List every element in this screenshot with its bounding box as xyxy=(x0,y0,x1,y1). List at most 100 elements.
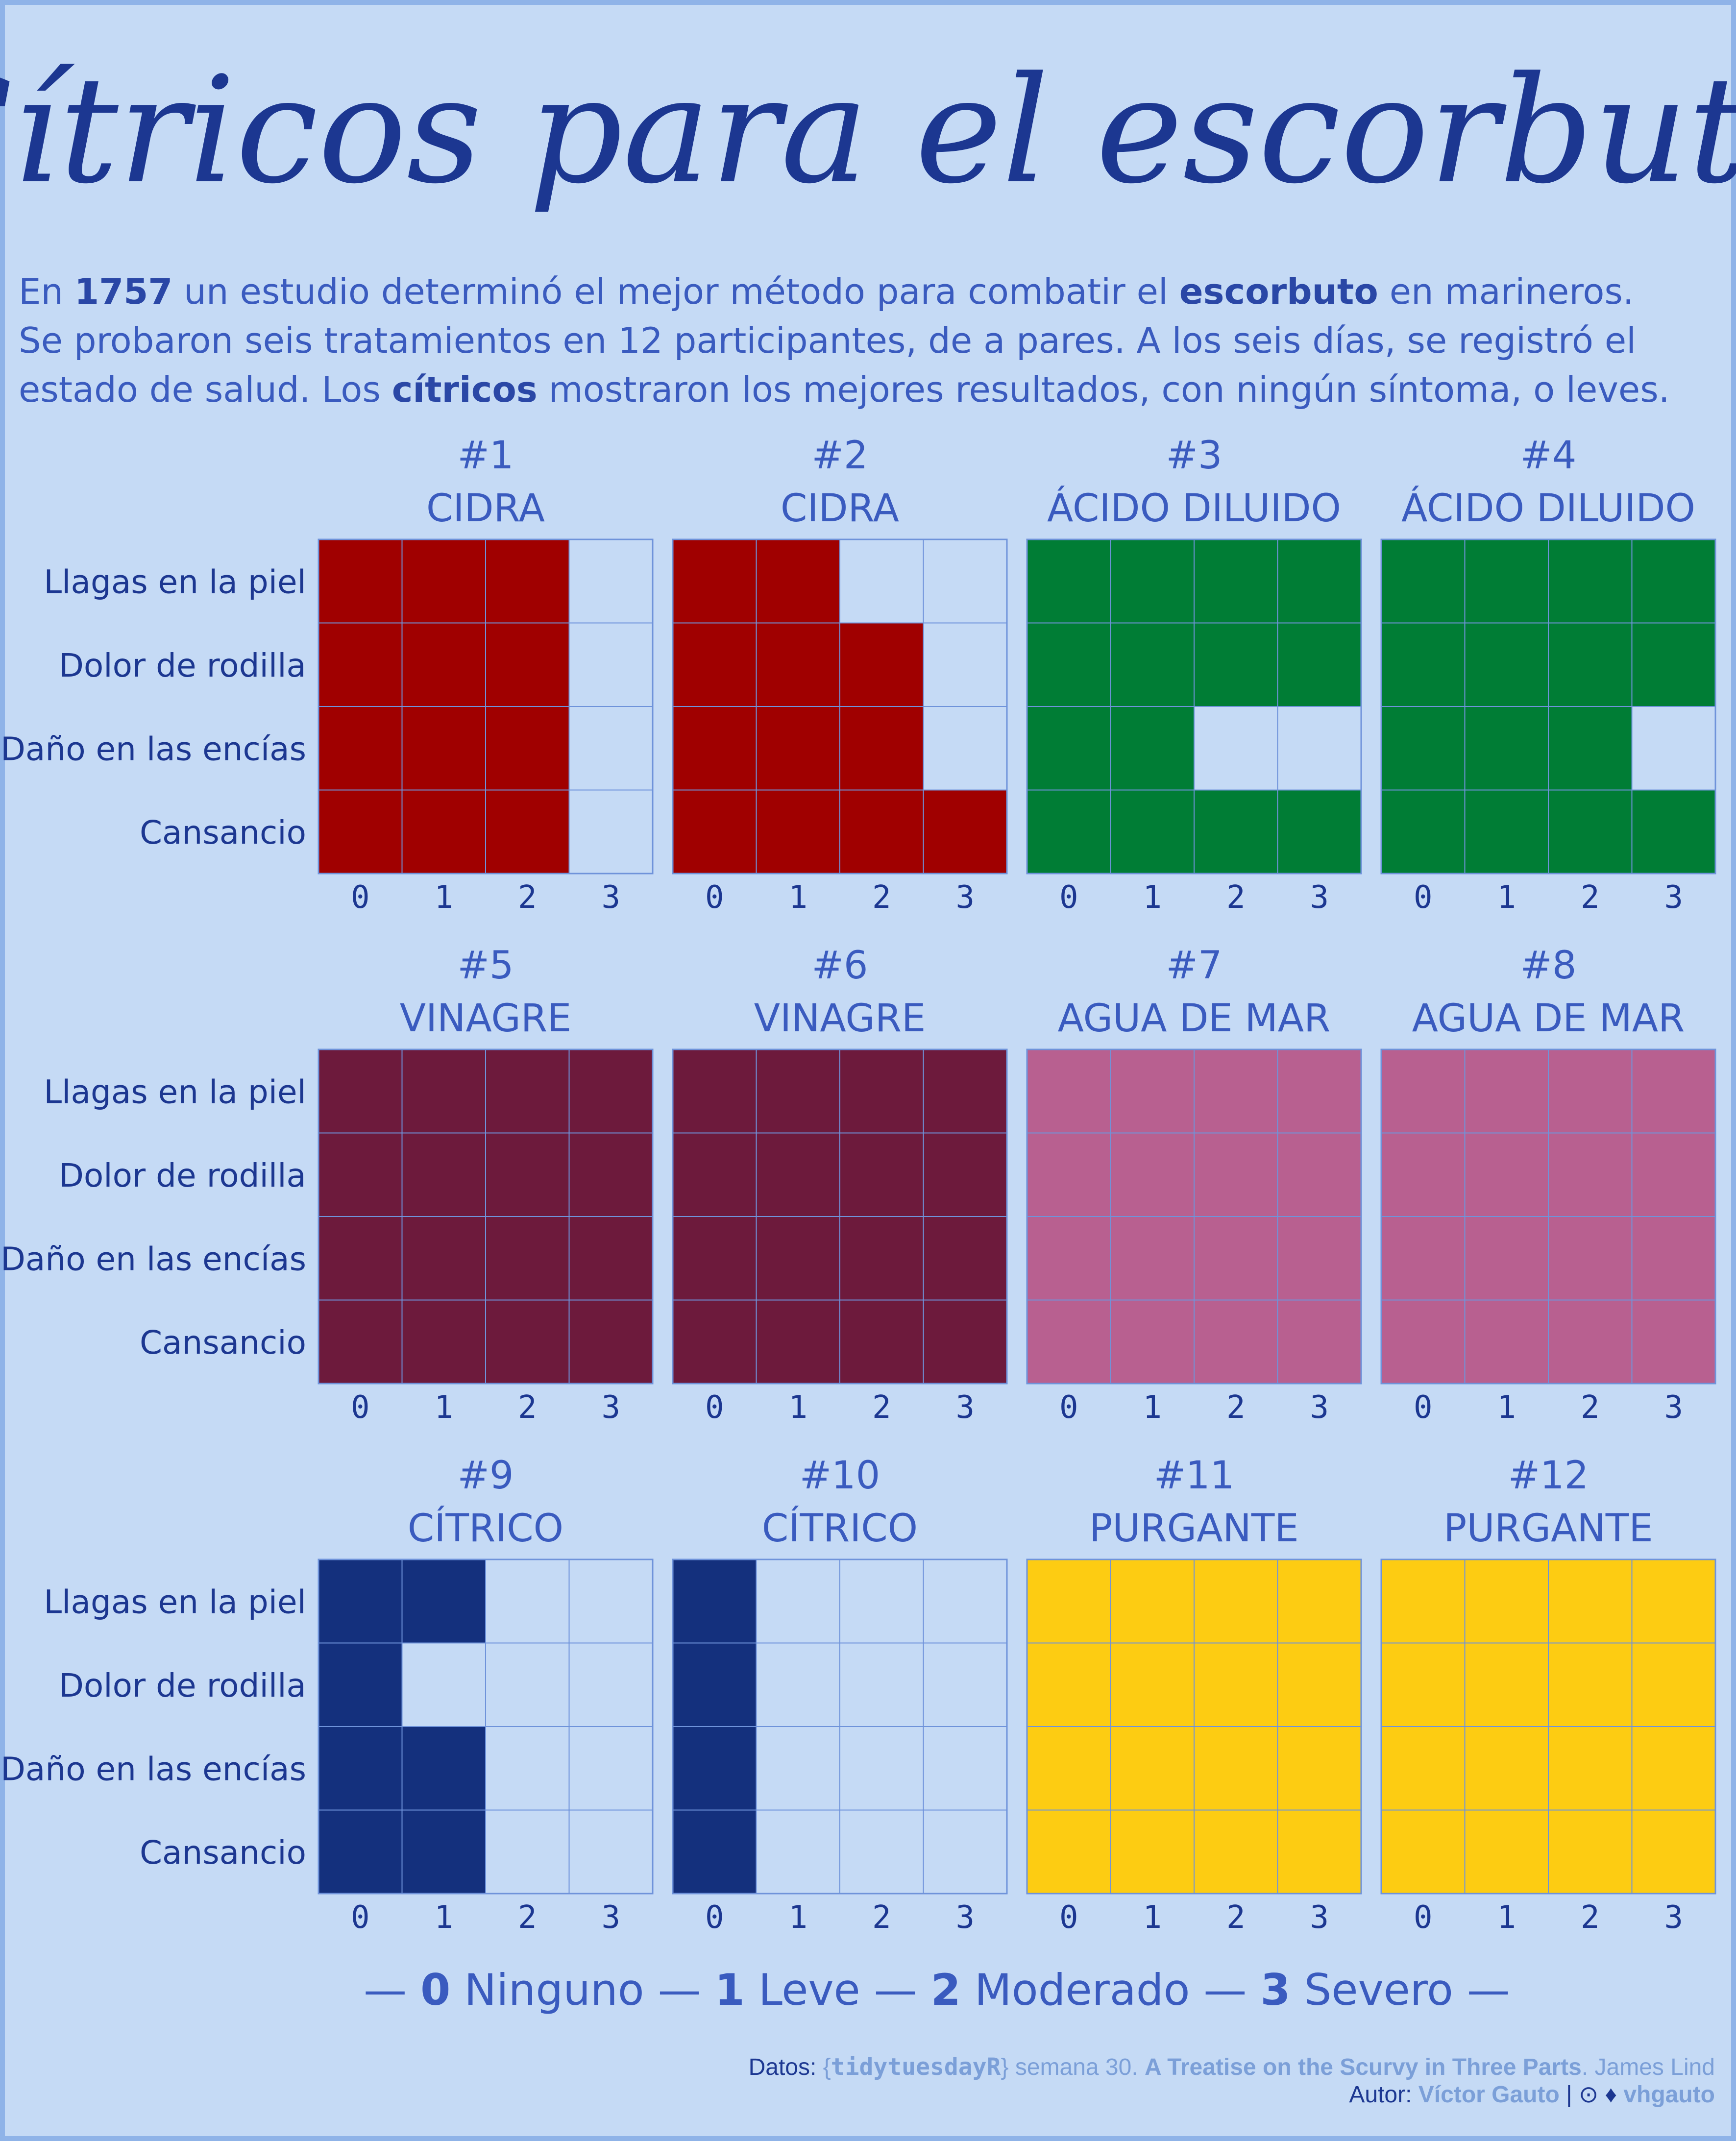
x-tick-label: 1 xyxy=(788,1899,807,1936)
subtitle-line-0: En 1757 un estudio determinó el mejor mé… xyxy=(19,271,1634,312)
cell-empty xyxy=(923,1559,1007,1644)
row-label: Dolor de rodilla xyxy=(59,1667,306,1704)
cell-filled xyxy=(1277,1132,1362,1217)
panel-number: #8 xyxy=(1520,944,1577,988)
cell-filled xyxy=(1464,1726,1549,1811)
cell-filled xyxy=(1027,1299,1111,1384)
x-tick-label: 1 xyxy=(788,879,807,916)
row-label: Daño en las encías xyxy=(0,1240,306,1278)
x-tick-label: 0 xyxy=(1059,1389,1078,1426)
subtitle-segment: cítricos xyxy=(392,369,538,410)
cell-filled xyxy=(1464,539,1549,624)
cell-filled xyxy=(1631,789,1716,874)
panel-number: #1 xyxy=(458,434,514,478)
cell-filled xyxy=(1110,1216,1195,1301)
cell-filled xyxy=(1277,1726,1362,1811)
panels-grid: #1 CIDRA 0 1 2 3 Llagas en la piel Dolor de rod… xyxy=(0,434,1716,1936)
cell-filled xyxy=(839,706,924,791)
panel-number: #11 xyxy=(1154,1454,1235,1498)
cell-filled xyxy=(923,1049,1007,1134)
x-tick-label: 2 xyxy=(872,1389,891,1426)
x-tick-label: 0 xyxy=(351,879,370,916)
cell-filled xyxy=(1027,1049,1111,1134)
panel-number: #3 xyxy=(1166,434,1223,478)
panel-treatment: CÍTRICO xyxy=(762,1506,918,1551)
cell-filled xyxy=(923,789,1007,874)
cell-filled xyxy=(318,1809,403,1894)
cell-filled xyxy=(1277,1809,1362,1894)
x-tick-label: 3 xyxy=(601,1389,620,1426)
cell-filled xyxy=(672,706,757,791)
cell-empty xyxy=(568,622,653,707)
cell-filled xyxy=(1548,1559,1633,1644)
panel-treatment: ÁCIDO DILUIDO xyxy=(1401,486,1695,531)
cell-filled xyxy=(672,789,757,874)
x-tick-label: 0 xyxy=(705,1899,724,1936)
cell-filled xyxy=(1027,1809,1111,1894)
cell-filled xyxy=(401,1049,486,1134)
cell-filled xyxy=(756,1216,840,1301)
cell-empty xyxy=(568,706,653,791)
subtitle-line-1: Se probaron seis tratamientos en 12 part… xyxy=(19,320,1636,361)
caption-segment: } xyxy=(1001,2054,1008,2080)
cell-filled xyxy=(1194,622,1278,707)
cell-filled xyxy=(1194,1216,1278,1301)
panel-border xyxy=(1380,538,1716,875)
cell-empty xyxy=(839,1726,924,1811)
cell-filled xyxy=(839,1299,924,1384)
cell-filled xyxy=(401,1299,486,1384)
row-label: Dolor de rodilla xyxy=(59,647,306,684)
cell-filled xyxy=(1631,1216,1716,1301)
cell-filled xyxy=(1631,539,1716,624)
legend-value: 2 xyxy=(931,1965,961,2015)
caption-segment: ⊙ ♦ xyxy=(1579,2082,1617,2108)
cell-filled xyxy=(1194,1726,1278,1811)
x-tick-label: 2 xyxy=(872,1899,891,1936)
cell-filled xyxy=(568,1216,653,1301)
cell-filled xyxy=(1194,1299,1278,1384)
panel-7: #7 AGUA DE MAR 0 1 2 3 xyxy=(1026,944,1362,1426)
x-tick-label: 1 xyxy=(788,1389,807,1426)
cell-filled xyxy=(1381,1132,1466,1217)
cell-filled xyxy=(672,1726,757,1811)
cell-filled xyxy=(1110,1642,1195,1727)
x-tick-label: 1 xyxy=(434,879,453,916)
cell-filled xyxy=(672,1642,757,1727)
cell-filled xyxy=(1464,789,1549,874)
cell-filled xyxy=(1381,1559,1466,1644)
panel-12: #12 PURGANTE 0 1 2 3 xyxy=(1380,1454,1716,1936)
cell-empty xyxy=(839,1559,924,1644)
caption-segment: Datos: xyxy=(749,2054,823,2080)
x-tick-label: 2 xyxy=(1581,1899,1600,1936)
cell-empty xyxy=(485,1559,570,1644)
cell-filled xyxy=(1464,1809,1549,1894)
cell-filled xyxy=(1548,1726,1633,1811)
cell-empty xyxy=(568,1559,653,1644)
cell-empty xyxy=(839,1809,924,1894)
x-tick-label: 3 xyxy=(601,879,620,916)
cell-empty xyxy=(485,1809,570,1894)
cell-filled xyxy=(839,1132,924,1217)
panel-number: #2 xyxy=(812,434,868,478)
cell-filled xyxy=(672,1809,757,1894)
legend-value: 1 xyxy=(715,1965,745,2015)
cell-filled xyxy=(1110,706,1195,791)
x-tick-label: 2 xyxy=(872,879,891,916)
cell-empty xyxy=(485,1726,570,1811)
cell-empty xyxy=(568,1809,653,1894)
cell-filled xyxy=(1381,789,1466,874)
cell-filled xyxy=(1548,1049,1633,1134)
cell-empty xyxy=(839,1642,924,1727)
cell-empty xyxy=(401,1642,486,1727)
cell-filled xyxy=(1110,1299,1195,1384)
x-tick-label: 1 xyxy=(1143,1899,1162,1936)
legend-dash: — xyxy=(874,1965,931,2015)
cell-filled xyxy=(1277,789,1362,874)
x-tick-label: 1 xyxy=(1143,879,1162,916)
x-tick-label: 3 xyxy=(1664,1899,1683,1936)
cell-empty xyxy=(756,1559,840,1644)
cell-filled xyxy=(1381,622,1466,707)
panel-10: #10 CÍTRICO 0 1 2 3 xyxy=(672,1454,1008,1936)
panel-8: #8 AGUA DE MAR 0 1 2 3 xyxy=(1380,944,1716,1426)
cell-filled xyxy=(756,622,840,707)
